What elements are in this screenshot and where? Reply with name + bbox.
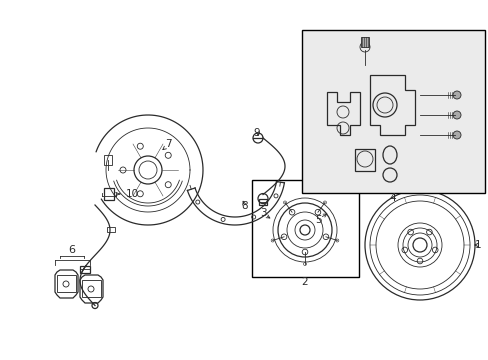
- Circle shape: [452, 131, 460, 139]
- Circle shape: [323, 234, 328, 240]
- Bar: [251, 180, 358, 277]
- Bar: [104, 188, 114, 200]
- Text: 2: 2: [301, 277, 307, 287]
- Bar: [302, 30, 484, 193]
- Text: 3: 3: [259, 208, 266, 218]
- Text: 8: 8: [241, 201, 248, 211]
- Circle shape: [452, 91, 460, 99]
- Text: 5: 5: [314, 215, 321, 225]
- Bar: [104, 155, 112, 165]
- Circle shape: [281, 234, 286, 240]
- Circle shape: [289, 210, 294, 215]
- Text: 6: 6: [68, 245, 75, 255]
- Circle shape: [314, 210, 320, 215]
- Text: 4: 4: [389, 193, 395, 203]
- Text: 1: 1: [474, 240, 480, 250]
- Text: 9: 9: [253, 128, 260, 138]
- Text: 10: 10: [126, 189, 139, 199]
- Bar: [360, 37, 368, 47]
- Bar: [80, 266, 89, 273]
- Bar: [107, 226, 115, 231]
- Bar: [354, 149, 374, 171]
- Circle shape: [302, 249, 307, 255]
- Circle shape: [452, 111, 460, 119]
- Text: 7: 7: [164, 139, 171, 149]
- Bar: [259, 199, 266, 204]
